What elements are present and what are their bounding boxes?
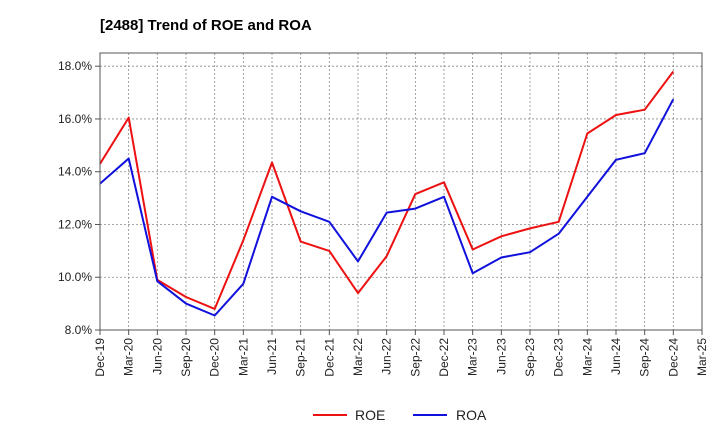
x-tick-label: Mar-20 <box>122 338 136 376</box>
x-tick-label: Jun-20 <box>150 338 164 375</box>
x-tick-label: Sep-24 <box>638 338 652 377</box>
x-tick-label: Sep-23 <box>523 338 537 377</box>
x-tick-label: Mar-21 <box>236 338 250 376</box>
legend-label-roa: ROA <box>456 407 487 423</box>
y-tick-label: 16.0% <box>58 112 92 126</box>
x-tick-label: Jun-23 <box>494 338 508 375</box>
y-tick-label: 12.0% <box>58 217 92 231</box>
x-axis: Dec-19 Mar-20 Jun-20 Sep-20 Dec-20 Mar-21 Jun-… <box>93 330 709 377</box>
plot-frame <box>99 52 703 331</box>
y-tick-label: 10.0% <box>58 270 92 284</box>
x-tick-label: Jun-22 <box>380 338 394 375</box>
x-tick-label: Mar-25 <box>695 338 709 376</box>
legend: ROE ROA <box>313 407 487 423</box>
x-tick-label: Sep-20 <box>179 338 193 377</box>
x-tick-label: Mar-22 <box>351 338 365 376</box>
y-tick-label: 8.0% <box>65 323 93 337</box>
x-tick-label: Dec-20 <box>208 338 222 377</box>
x-tick-label: Dec-23 <box>552 338 566 377</box>
x-tick-label: Dec-21 <box>322 338 336 377</box>
y-tick-label: 14.0% <box>58 165 92 179</box>
x-tick-label: Jun-24 <box>609 338 623 375</box>
x-tick-label: Dec-19 <box>93 338 107 377</box>
y-axis: 8.0% 10.0% 12.0% 14.0% 16.0% 18.0% <box>58 59 100 337</box>
x-tick-label: Mar-24 <box>580 338 594 376</box>
x-tick-label: Sep-22 <box>408 338 422 377</box>
chart-title: [2488] Trend of ROE and ROA <box>100 17 312 34</box>
series-lines <box>99 70 675 317</box>
x-tick-label: Dec-24 <box>666 338 680 377</box>
x-tick-label: Sep-21 <box>294 338 308 377</box>
series-line-roa <box>99 98 675 317</box>
legend-label-roe: ROE <box>355 407 385 423</box>
grid-lines <box>99 53 703 331</box>
series-line-roe <box>99 70 675 310</box>
x-tick-label: Mar-23 <box>466 338 480 376</box>
x-tick-label: Jun-21 <box>265 338 279 375</box>
y-tick-label: 18.0% <box>58 59 92 73</box>
x-tick-label: Dec-22 <box>437 338 451 377</box>
